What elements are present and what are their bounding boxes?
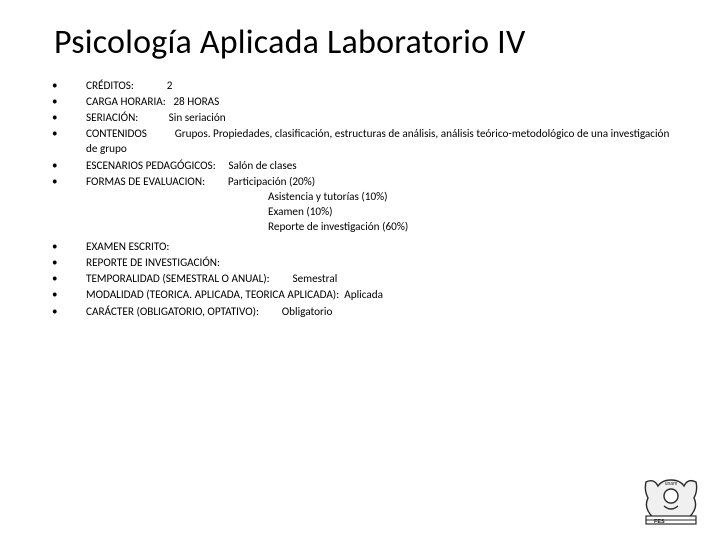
item-label: TEMPORALIDAD (SEMESTRAL O ANUAL): xyxy=(86,272,270,286)
item-line: SERIACIÓN: Sin seriación xyxy=(86,111,680,126)
item-value: Salón de clases xyxy=(228,159,296,173)
bullet-row: • EXAMEN ESCRITO: xyxy=(48,240,680,255)
item-label: REPORTE DE INVESTIGACIÓN: xyxy=(86,256,220,270)
bullet-icon: • xyxy=(52,288,57,303)
bullet-row: • CARÁCTER (OBLIGATORIO, OPTATIVO): Oblig… xyxy=(48,305,680,320)
bullet-icon: • xyxy=(52,127,57,142)
bullet-row: • TEMPORALIDAD (SEMESTRAL O ANUAL): Semes… xyxy=(48,272,680,287)
item-line: CARGA HORARIA: 28 HORAS xyxy=(86,95,680,110)
bullet-row: • CRÉDITOS: 2 xyxy=(48,79,680,94)
item-line: TEMPORALIDAD (SEMESTRAL O ANUAL): Semest… xyxy=(86,272,680,287)
item-sublines: Asistencia y tutorías (10%)Examen (10%)R… xyxy=(86,190,680,235)
bullet-row: • REPORTE DE INVESTIGACIÓN: xyxy=(48,256,680,271)
bullet-row: • CONTENIDOS Grupos. Propiedades, clasifi… xyxy=(48,127,680,157)
item-label: ESCENARIOS PEDAGÓGICOS: xyxy=(86,159,216,173)
slide-title: Psicología Aplicada Laboratorio IV xyxy=(0,0,720,69)
bullet-row: • ESCENARIOS PEDAGÓGICOS: Salón de clases xyxy=(48,159,680,174)
item-label: MODALIDAD (TEORICA. APLICADA, TEORICA AP… xyxy=(86,288,339,302)
slide-body: • CRÉDITOS: 2 • CARGA HORARIA: 28 HORAS • SER… xyxy=(0,69,720,320)
item-subline: Reporte de investigación (60%) xyxy=(268,220,680,235)
bullet-row: • SERIACIÓN: Sin seriación xyxy=(48,111,680,126)
bullet-icon: • xyxy=(52,159,57,174)
item-label: CARÁCTER (OBLIGATORIO, OPTATIVO): xyxy=(86,305,259,319)
item-line: CRÉDITOS: 2 xyxy=(86,79,680,94)
bullet-row: • FORMAS DE EVALUACION: Participación (20… xyxy=(48,175,680,235)
item-value: Participación (20%) xyxy=(228,175,315,189)
item-value: Aplicada xyxy=(344,288,383,302)
item-line: EXAMEN ESCRITO: xyxy=(86,240,680,255)
item-label: EXAMEN ESCRITO: xyxy=(86,240,169,254)
bullet-icon: • xyxy=(52,95,57,110)
bullet-icon: • xyxy=(52,111,57,126)
item-line: CONTENIDOS Grupos. Propiedades, clasific… xyxy=(86,127,680,157)
item-value: Obligatorio xyxy=(282,305,333,319)
item-value: Sin seriación xyxy=(169,111,226,125)
bullet-icon: • xyxy=(52,240,57,255)
item-line: MODALIDAD (TEORICA. APLICADA, TEORICA AP… xyxy=(86,288,680,303)
item-line: FORMAS DE EVALUACION: Participación (20%… xyxy=(86,175,680,190)
item-line: ESCENARIOS PEDAGÓGICOS: Salón de clases xyxy=(86,159,680,174)
item-label: SERIACIÓN: xyxy=(86,111,138,125)
item-value: Semestral xyxy=(292,272,337,286)
item-value: 28 HORAS xyxy=(173,95,219,109)
bullet-row: • CARGA HORARIA: 28 HORAS xyxy=(48,95,680,110)
item-label: CONTENIDOS xyxy=(86,127,147,141)
item-subline: Asistencia y tutorías (10%) xyxy=(268,190,680,205)
item-subline: Examen (10%) xyxy=(268,205,680,220)
bullet-icon: • xyxy=(52,256,57,271)
item-label: CARGA HORARIA: xyxy=(86,95,166,109)
svg-text:FES: FES xyxy=(654,519,665,525)
item-label: CRÉDITOS: xyxy=(86,79,134,93)
bullet-icon: • xyxy=(52,175,57,190)
item-line: CARÁCTER (OBLIGATORIO, OPTATIVO): Obliga… xyxy=(86,305,680,320)
bullet-icon: • xyxy=(52,305,57,320)
unam-fesi-logo: unam FES xyxy=(640,476,702,526)
item-label: FORMAS DE EVALUACION: xyxy=(86,175,205,189)
item-value: 2 xyxy=(167,79,173,93)
bullet-icon: • xyxy=(52,272,57,287)
bullet-row: • MODALIDAD (TEORICA. APLICADA, TEORICA A… xyxy=(48,288,680,303)
svg-text:unam: unam xyxy=(665,481,678,487)
item-line: REPORTE DE INVESTIGACIÓN: xyxy=(86,256,680,271)
bullet-icon: • xyxy=(52,79,57,94)
